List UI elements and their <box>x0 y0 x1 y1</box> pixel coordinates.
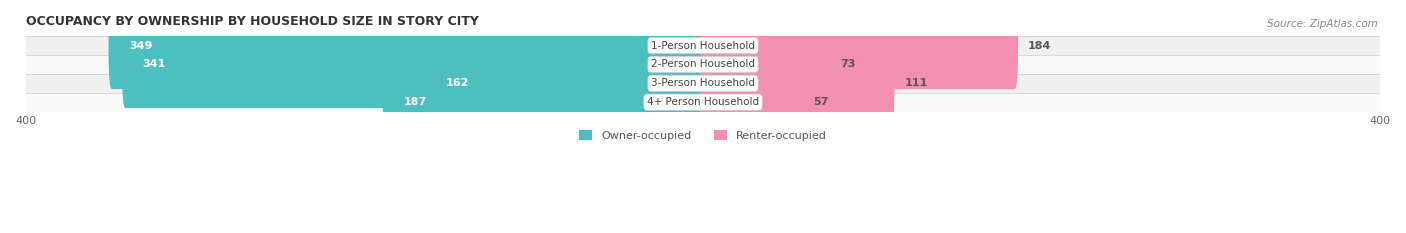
Bar <box>25 36 1381 55</box>
Text: 2-Person Household: 2-Person Household <box>651 59 755 69</box>
Text: Source: ZipAtlas.com: Source: ZipAtlas.com <box>1267 19 1378 29</box>
FancyBboxPatch shape <box>700 21 830 108</box>
Text: 73: 73 <box>841 59 856 69</box>
Bar <box>25 74 1381 93</box>
Text: 187: 187 <box>404 97 426 107</box>
FancyBboxPatch shape <box>700 58 803 146</box>
FancyBboxPatch shape <box>122 21 706 108</box>
Text: 349: 349 <box>129 41 152 51</box>
Text: 1-Person Household: 1-Person Household <box>651 41 755 51</box>
Legend: Owner-occupied, Renter-occupied: Owner-occupied, Renter-occupied <box>575 126 831 145</box>
Text: 57: 57 <box>813 97 828 107</box>
FancyBboxPatch shape <box>700 40 894 127</box>
FancyBboxPatch shape <box>108 2 706 89</box>
Text: 3-Person Household: 3-Person Household <box>651 78 755 88</box>
Text: 162: 162 <box>446 78 470 88</box>
Text: OCCUPANCY BY OWNERSHIP BY HOUSEHOLD SIZE IN STORY CITY: OCCUPANCY BY OWNERSHIP BY HOUSEHOLD SIZE… <box>25 15 478 28</box>
FancyBboxPatch shape <box>700 2 1018 89</box>
Bar <box>25 93 1381 112</box>
Text: 184: 184 <box>1028 41 1052 51</box>
Text: 4+ Person Household: 4+ Person Household <box>647 97 759 107</box>
Text: 341: 341 <box>142 59 166 69</box>
FancyBboxPatch shape <box>382 58 706 146</box>
FancyBboxPatch shape <box>425 40 706 127</box>
Bar <box>25 55 1381 74</box>
Text: 111: 111 <box>904 78 928 88</box>
